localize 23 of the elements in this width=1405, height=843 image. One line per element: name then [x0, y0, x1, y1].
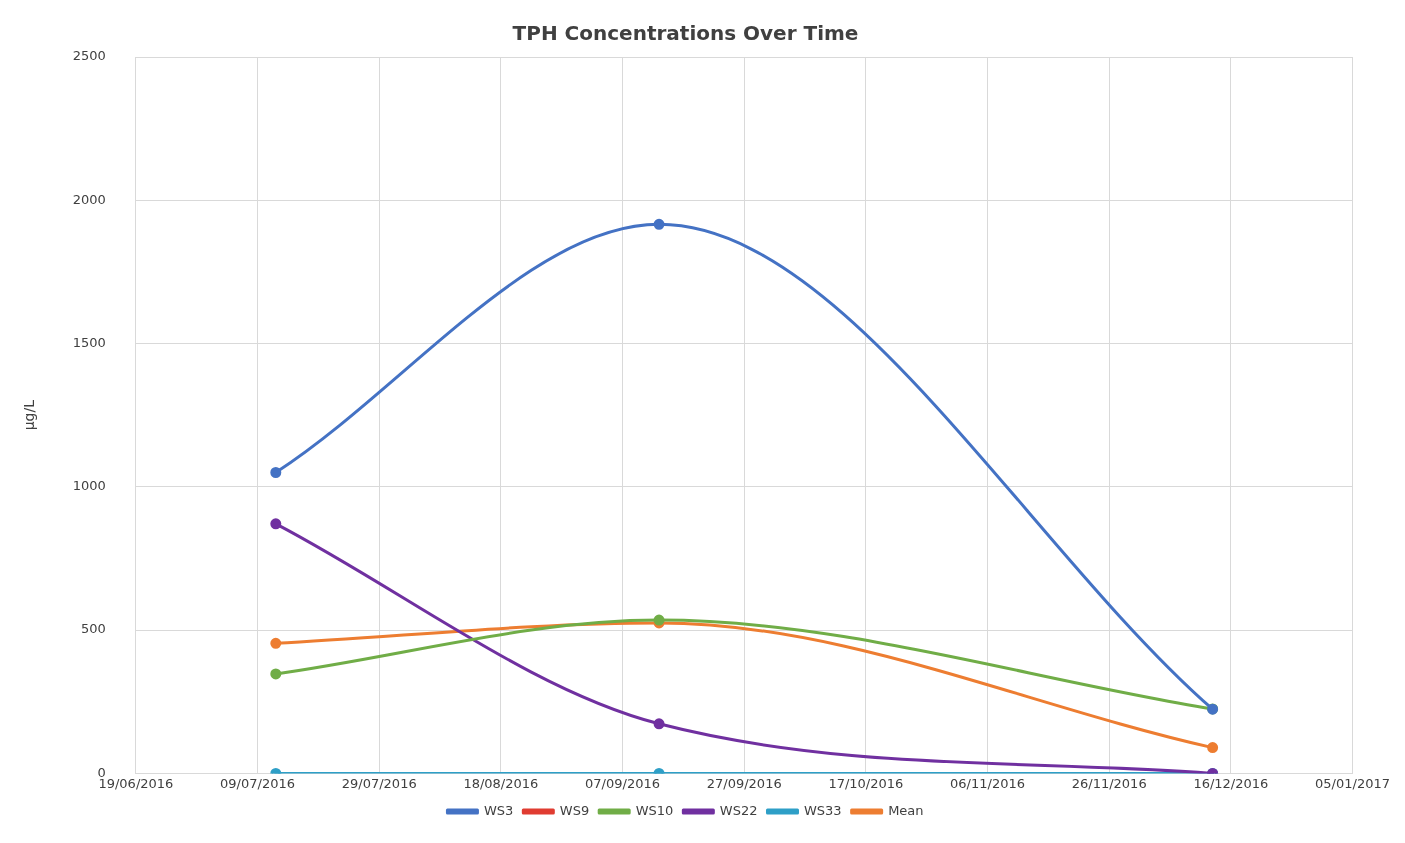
y-tick-label: 1000: [72, 478, 106, 494]
x-tick-label: 29/07/2016: [341, 775, 417, 791]
x-tick-label: 16/12/2016: [1193, 775, 1269, 791]
x-tick-label: 17/10/2016: [828, 775, 904, 791]
y-tick-label: 2500: [72, 48, 106, 64]
x-tick-label: 09/07/2016: [220, 775, 296, 791]
y-tick-label: 1500: [72, 334, 106, 350]
legend-label: WS3: [483, 802, 514, 818]
x-tick-label: 26/11/2016: [1071, 775, 1147, 791]
legend-label: Mean: [888, 802, 924, 818]
legend-label: WS22: [719, 802, 758, 818]
x-tick-label: 05/01/2017: [1315, 775, 1390, 791]
legend-label: WS10: [635, 802, 674, 818]
legend-label: WS9: [559, 802, 590, 818]
x-tick-label: 27/09/2016: [706, 775, 782, 791]
x-tick-label: 06/11/2016: [950, 775, 1026, 791]
x-tick-label: 18/08/2016: [463, 775, 539, 791]
chart-title: TPH Concentrations Over Time: [512, 21, 859, 46]
y-tick-label: 2000: [72, 191, 106, 207]
x-tick-label: 07/09/2016: [585, 775, 661, 791]
y-tick-label: 500: [81, 621, 106, 637]
legend-label: WS33: [803, 802, 842, 818]
y-axis-title: µg/L: [21, 399, 38, 431]
